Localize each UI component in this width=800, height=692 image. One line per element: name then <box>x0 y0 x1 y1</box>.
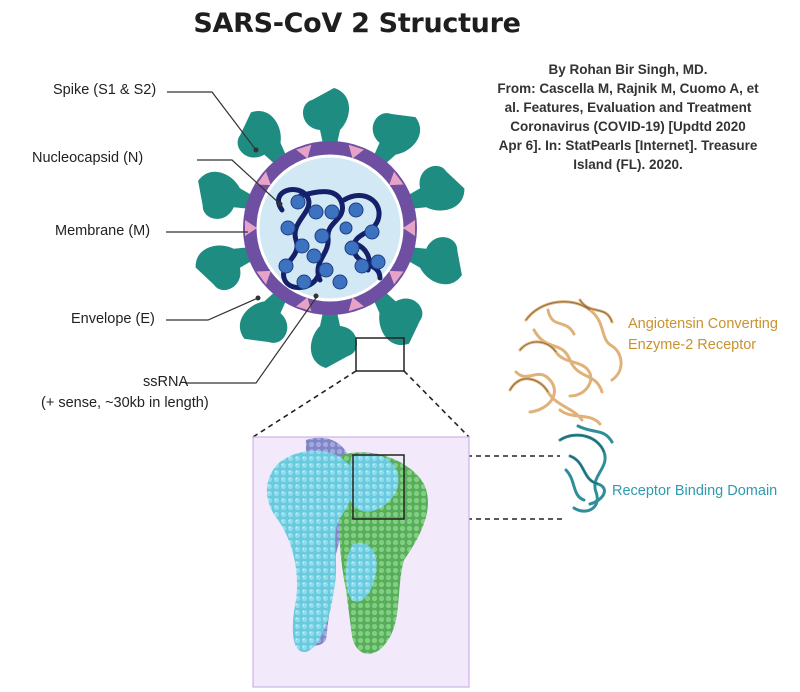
spike-zoom-box <box>355 337 405 372</box>
attribution-line: Apr 6]. In: StatPearls [Internet]. Treas… <box>498 138 758 153</box>
label-membrane: Membrane (M) <box>55 223 151 239</box>
attribution-line: Island (FL). 2020. <box>573 157 683 172</box>
leader-lines <box>166 91 317 384</box>
ace2-receptor-detail <box>509 299 613 393</box>
rbd-ribbon <box>558 424 614 513</box>
attribution-line: Coronavirus (COVID-19) [Updtd 2020 <box>510 119 746 134</box>
attribution: By Rohan Bir Singh, MD. From: Cascella M… <box>468 60 788 174</box>
rbd-zoom-box <box>352 454 405 520</box>
spike <box>195 245 265 290</box>
attribution-line: By Rohan Bir Singh, MD. <box>548 62 708 77</box>
attribution-line: From: Cascella M, Rajnik M, Cuomo A, et <box>497 81 759 96</box>
nucleocapsid-proteins <box>278 194 386 290</box>
attribution-line: al. Features, Evaluation and Treatment <box>504 100 752 115</box>
label-ssrna: ssRNA <box>143 374 189 390</box>
label-envelope: Envelope (E) <box>71 311 155 327</box>
page-title: SARS-CoV 2 Structure <box>193 8 521 39</box>
label-nucleocapsid: Nucleocapsid (N) <box>32 150 144 166</box>
label-rbd: Receptor Binding Domain <box>612 483 778 499</box>
label-ssrna-detail: (+ sense, ~30kb in length) <box>41 395 209 411</box>
spike <box>310 298 358 368</box>
spike <box>395 166 465 211</box>
label-ace2-line: Angiotensin Converting <box>628 316 778 332</box>
spike-trimer <box>266 437 428 654</box>
rbd-detail <box>559 434 605 485</box>
label-spike: Spike (S1 & S2) <box>53 82 157 98</box>
label-ace2-line: Enzyme-2 Receptor <box>628 337 757 353</box>
label-ace2: Angiotensin Converting Enzyme-2 Receptor <box>628 314 778 356</box>
spike <box>302 88 350 158</box>
envelope-proteins <box>245 144 415 312</box>
